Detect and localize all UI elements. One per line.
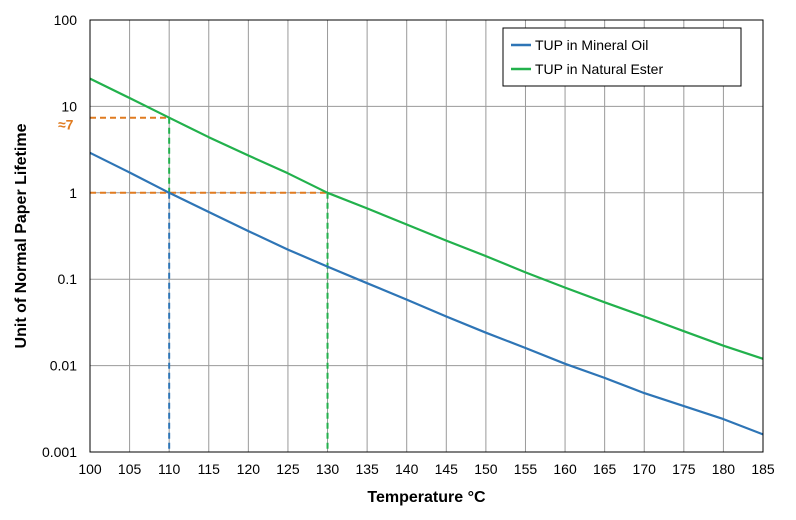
x-tick-label: 105 [118,461,142,477]
y-tick-label: 0.1 [58,271,78,287]
plot-frame [89,19,764,453]
series-line-2 [89,77,764,360]
x-tick-label: 120 [237,461,261,477]
x-tick-label: 175 [672,461,696,477]
x-tick-label: 170 [633,461,657,477]
x-axis-title: Temperature °C [367,489,486,506]
x-tick-label: 150 [474,461,498,477]
legend: TUP in Mineral Oil TUP in Natural Ester [502,27,742,87]
x-tick-label: 155 [514,461,538,477]
x-tick-label: 125 [276,461,300,477]
series-line-1 [89,151,764,436]
y-tick-label: 100 [54,12,78,28]
x-tick-label: 100 [78,461,102,477]
x-tick-labels: 100 105 110 115 120 125 130 135 140 145 150 155 160 1… [78,461,775,477]
y-tick-label: 0.001 [42,444,77,460]
x-tick-label: 165 [593,461,617,477]
x-tick-label: 130 [316,461,340,477]
x-tick-label: 160 [553,461,577,477]
approx-annotation: ≈7 [58,117,74,133]
x-tick-label: 110 [158,461,181,477]
x-tick-label: 180 [712,461,736,477]
series-lines [89,77,764,436]
legend-label-2: TUP in Natural Ester [535,61,663,77]
x-tick-label: 115 [198,461,221,477]
guide-lines [90,116,329,452]
legend-box [502,27,742,87]
y-tick-label: 10 [61,98,77,114]
y-tick-labels: 0.001 0.01 0.1 1 10 100 [42,12,77,460]
y-tick-label: 0.01 [50,358,77,374]
x-tick-label: 135 [355,461,379,477]
y-axis-title: Unit of Normal Paper Lifetime [13,123,30,348]
x-tick-label: 145 [435,461,459,477]
x-tick-label: 185 [751,461,775,477]
y-tick-label: 1 [69,185,77,201]
legend-label-1: TUP in Mineral Oil [535,37,648,53]
x-tick-label: 140 [395,461,419,477]
